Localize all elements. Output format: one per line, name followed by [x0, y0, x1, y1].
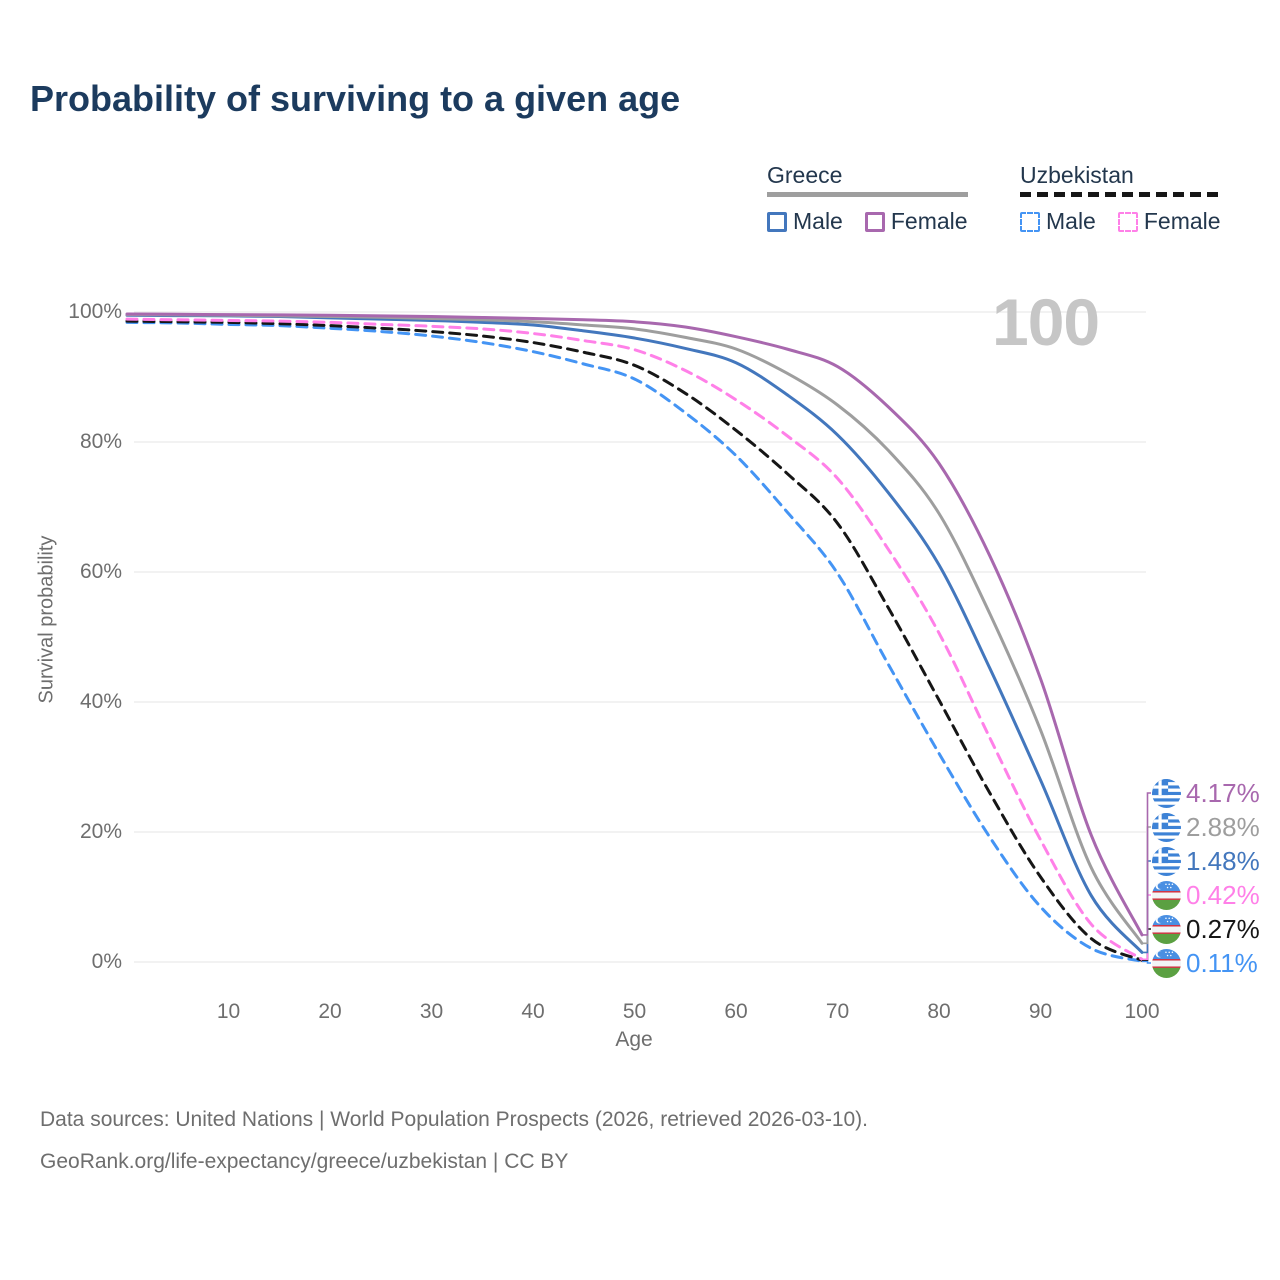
x-axis-title: Age — [615, 1028, 653, 1051]
end-label-value: 0.11% — [1186, 947, 1258, 978]
series-line-greece-male — [125, 313, 1144, 954]
greece-flag-icon — [1152, 846, 1181, 876]
footer-source-line: Data sources: United Nations | World Pop… — [40, 1108, 869, 1131]
greece-flag-icon — [1152, 812, 1181, 842]
end-label-value: 0.42% — [1186, 879, 1260, 910]
y-tick-80%: 80% — [79, 430, 122, 453]
legend-item-uzbekistan-female[interactable]: Female — [1117, 208, 1221, 235]
series-line-uzbekistan-female — [125, 317, 1144, 961]
end-label-uzbekistan-male: 0.11% — [1152, 948, 1258, 978]
series-line-uzbekistan — [125, 319, 1144, 962]
legend-uzbekistan-male-label: Male — [1046, 208, 1096, 234]
footer-attribution-line: GeoRank.org/life-expectancy/greece/uzbek… — [40, 1150, 569, 1173]
end-label-value: 1.48% — [1186, 845, 1260, 876]
greece-male-swatch — [767, 211, 787, 232]
y-axis-title: Survival probability — [35, 535, 58, 704]
x-tick-100: 100 — [1124, 1000, 1160, 1023]
end-label-connector — [1142, 792, 1151, 936]
y-tick-40%: 40% — [79, 690, 122, 713]
legend-uzbekistan-female-label: Female — [1143, 208, 1221, 234]
end-label-greece-female: 4.17% — [1152, 778, 1260, 808]
x-tick-20: 20 — [318, 1000, 342, 1023]
legend-greece-female-label: Female — [890, 208, 968, 234]
legend-group-uzbekistan: Uzbekistan Male Female — [1020, 162, 1221, 235]
x-tick-50: 50 — [622, 1000, 647, 1023]
y-tick-60%: 60% — [79, 560, 122, 583]
legend-group-greece: Greece Male Female — [767, 162, 968, 235]
end-label-connector — [1142, 860, 1151, 954]
series-line-greece — [125, 313, 1144, 945]
end-label-connector — [1142, 960, 1151, 964]
legend-uzbekistan-label: Uzbekistan — [1020, 162, 1134, 188]
x-tick-70: 70 — [825, 1000, 850, 1023]
uzbekistan-female-swatch — [1117, 211, 1138, 232]
x-tick-40: 40 — [521, 1000, 545, 1023]
end-label-uzbekistan-female: 0.42% — [1152, 880, 1260, 910]
uzbekistan-line-swatch — [1020, 192, 1221, 197]
y-tick-20%: 20% — [79, 820, 122, 843]
end-label-connector — [1142, 928, 1151, 961]
series-line-greece-female — [125, 312, 1144, 937]
end-label-connector — [1142, 826, 1151, 945]
legend-greece-male-label: Male — [793, 208, 843, 234]
y-tick-100%: 100% — [68, 300, 122, 323]
end-label-uzbekistan: 0.27% — [1152, 914, 1260, 944]
legend-item-uzbekistan-male[interactable]: Male — [1020, 208, 1096, 235]
uzbekistan-flag-icon — [1152, 880, 1181, 910]
end-label-greece-male: 1.48% — [1152, 846, 1260, 876]
series-line-uzbekistan-male — [125, 320, 1144, 963]
end-label-value: 2.88% — [1186, 811, 1260, 842]
greece-female-swatch — [864, 211, 885, 232]
x-tick-80: 80 — [927, 1000, 951, 1023]
y-tick-0%: 0% — [91, 950, 122, 973]
uzbekistan-flag-icon — [1152, 948, 1181, 978]
x-tick-30: 30 — [419, 1000, 444, 1023]
legend-item-greece-female[interactable]: Female — [864, 208, 968, 235]
greece-flag-icon — [1152, 778, 1181, 808]
end-label-value: 4.17% — [1186, 777, 1260, 808]
x-tick-60: 60 — [724, 1000, 748, 1023]
end-label-connector — [1142, 894, 1151, 961]
end-label-greece: 2.88% — [1152, 812, 1260, 842]
legend-greece-label: Greece — [767, 162, 843, 188]
uzbekistan-male-swatch — [1020, 211, 1040, 232]
end-label-value: 0.27% — [1186, 913, 1260, 944]
x-tick-90: 90 — [1028, 1000, 1053, 1023]
uzbekistan-flag-icon — [1152, 914, 1181, 944]
x-tick-10: 10 — [216, 1000, 241, 1023]
page-title: Probability of surviving to a given age — [30, 78, 681, 119]
greece-line-swatch — [767, 192, 968, 197]
age-watermark: 100 — [992, 285, 1100, 359]
legend-item-greece-male[interactable]: Male — [767, 208, 843, 235]
